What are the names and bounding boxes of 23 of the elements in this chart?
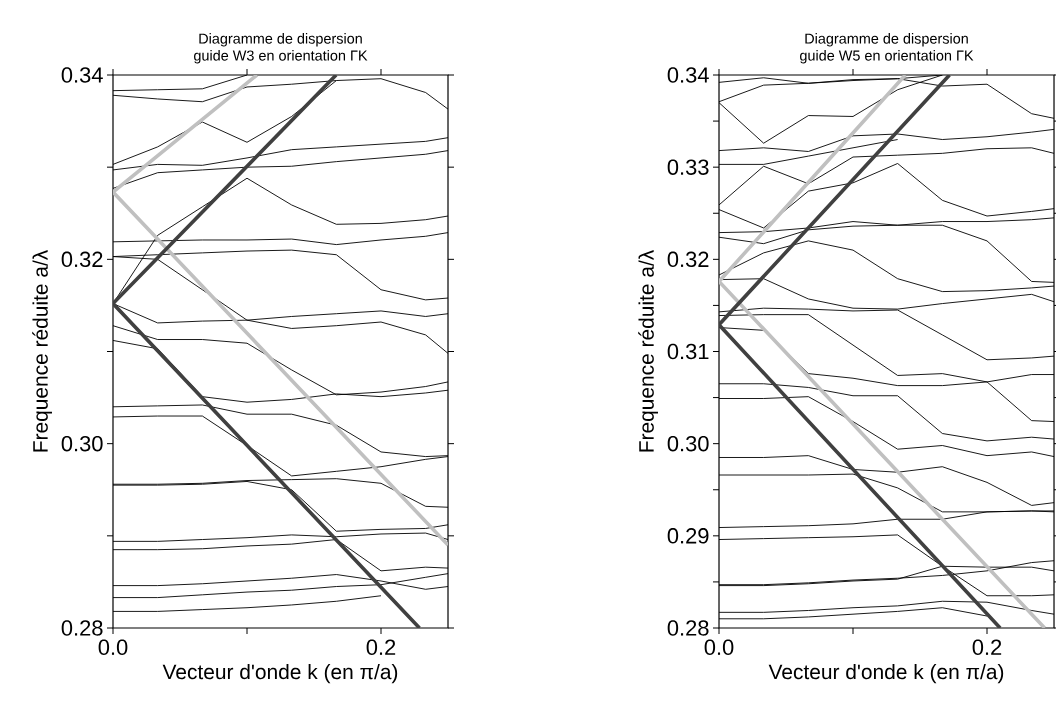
y-tick-label: 0.34 — [61, 67, 103, 83]
y-tick-label: 0.28 — [667, 620, 709, 636]
x-tick-label: 0.0 — [704, 639, 734, 656]
x-axis-title: Vecteur d'onde k (en π/a) — [768, 663, 1004, 684]
y-tick-label: 0.28 — [61, 620, 103, 636]
x-tick-label: 0.2 — [972, 639, 1002, 656]
x-tick-label: 0.2 — [366, 639, 396, 656]
x-tick-label: 0.0 — [98, 639, 128, 656]
y-tick-label: 0.32 — [667, 251, 709, 268]
chart-subtitle: guide W5 en orientation ΓK — [800, 50, 974, 64]
y-tick-label: 0.32 — [61, 251, 103, 268]
x-axis-title: Vecteur d'onde k (en π/a) — [162, 663, 398, 684]
y-axis-title: Frequence réduite a/λ — [638, 249, 658, 452]
chart-title: Diagramme de dispersion — [199, 33, 362, 47]
chart-subtitle: guide W3 en orientation ΓK — [194, 50, 368, 64]
y-tick-label: 0.30 — [667, 435, 709, 452]
y-tick-label: 0.29 — [667, 528, 709, 544]
y-axis-title: Frequence réduite a/λ — [32, 249, 52, 452]
y-tick-label: 0.34 — [667, 67, 709, 83]
y-tick-label: 0.31 — [667, 343, 709, 360]
y-tick-label: 0.30 — [61, 435, 103, 452]
chart-title: Diagramme de dispersion — [805, 33, 968, 47]
y-tick-label: 0.33 — [667, 159, 709, 175]
